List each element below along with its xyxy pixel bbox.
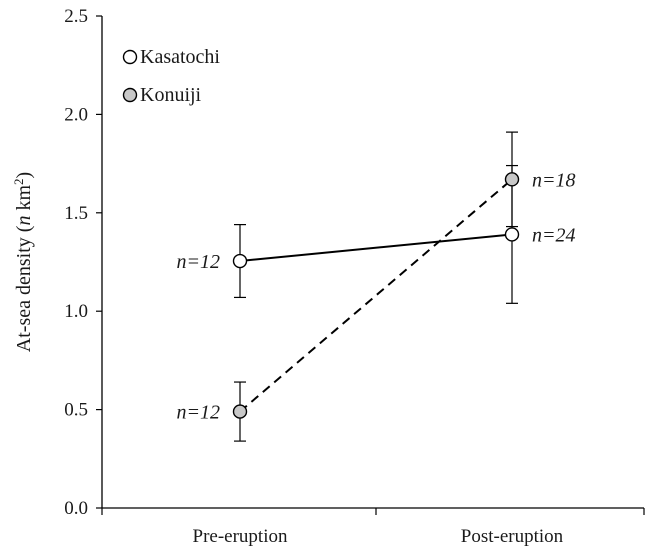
data-point (232, 253, 248, 269)
y-axis-title: At-sea density (n km2) (11, 172, 35, 352)
y-tick-label: 2.5 (64, 6, 88, 27)
legend-item-kasatochi: Kasatochi (122, 46, 220, 68)
sample-size-label: n=18 (532, 169, 576, 191)
data-point (232, 404, 248, 419)
series-kasatochi: n=12 n=24 (177, 164, 576, 304)
data-point (504, 227, 520, 242)
sample-size-label: n=24 (532, 224, 576, 246)
series-line (239, 233, 513, 263)
y-tick-label: 1.0 (64, 301, 88, 322)
sample-size-label: n=12 (177, 402, 221, 424)
y-tick-label: 2.0 (64, 104, 88, 125)
x-tick-label: Post-eruption (461, 526, 564, 547)
legend-label: Konuiji (140, 84, 202, 106)
data-point (504, 172, 520, 187)
y-tick-label: 0.5 (64, 400, 88, 421)
axes: 0.0 0.5 1.0 1.5 2.0 2.5 Pre-eruption Post-erupt… (64, 6, 645, 547)
series-layer: n=12 n=24 n=12 n=18 (177, 131, 576, 442)
series-line (239, 178, 513, 413)
legend-item-konuiji: Konuiji (122, 84, 202, 106)
legend-marker (122, 49, 138, 65)
series-konuiji: n=12 n=18 (177, 131, 576, 442)
legend-label: Kasatochi (140, 46, 220, 68)
x-tick-label: Pre-eruption (193, 526, 288, 547)
sample-size-label: n=12 (177, 251, 221, 273)
y-tick-label: 1.5 (64, 203, 88, 224)
y-tick-label: 0.0 (64, 498, 88, 519)
legend-marker (122, 87, 138, 103)
legend: Kasatochi Konuiji (122, 46, 220, 106)
